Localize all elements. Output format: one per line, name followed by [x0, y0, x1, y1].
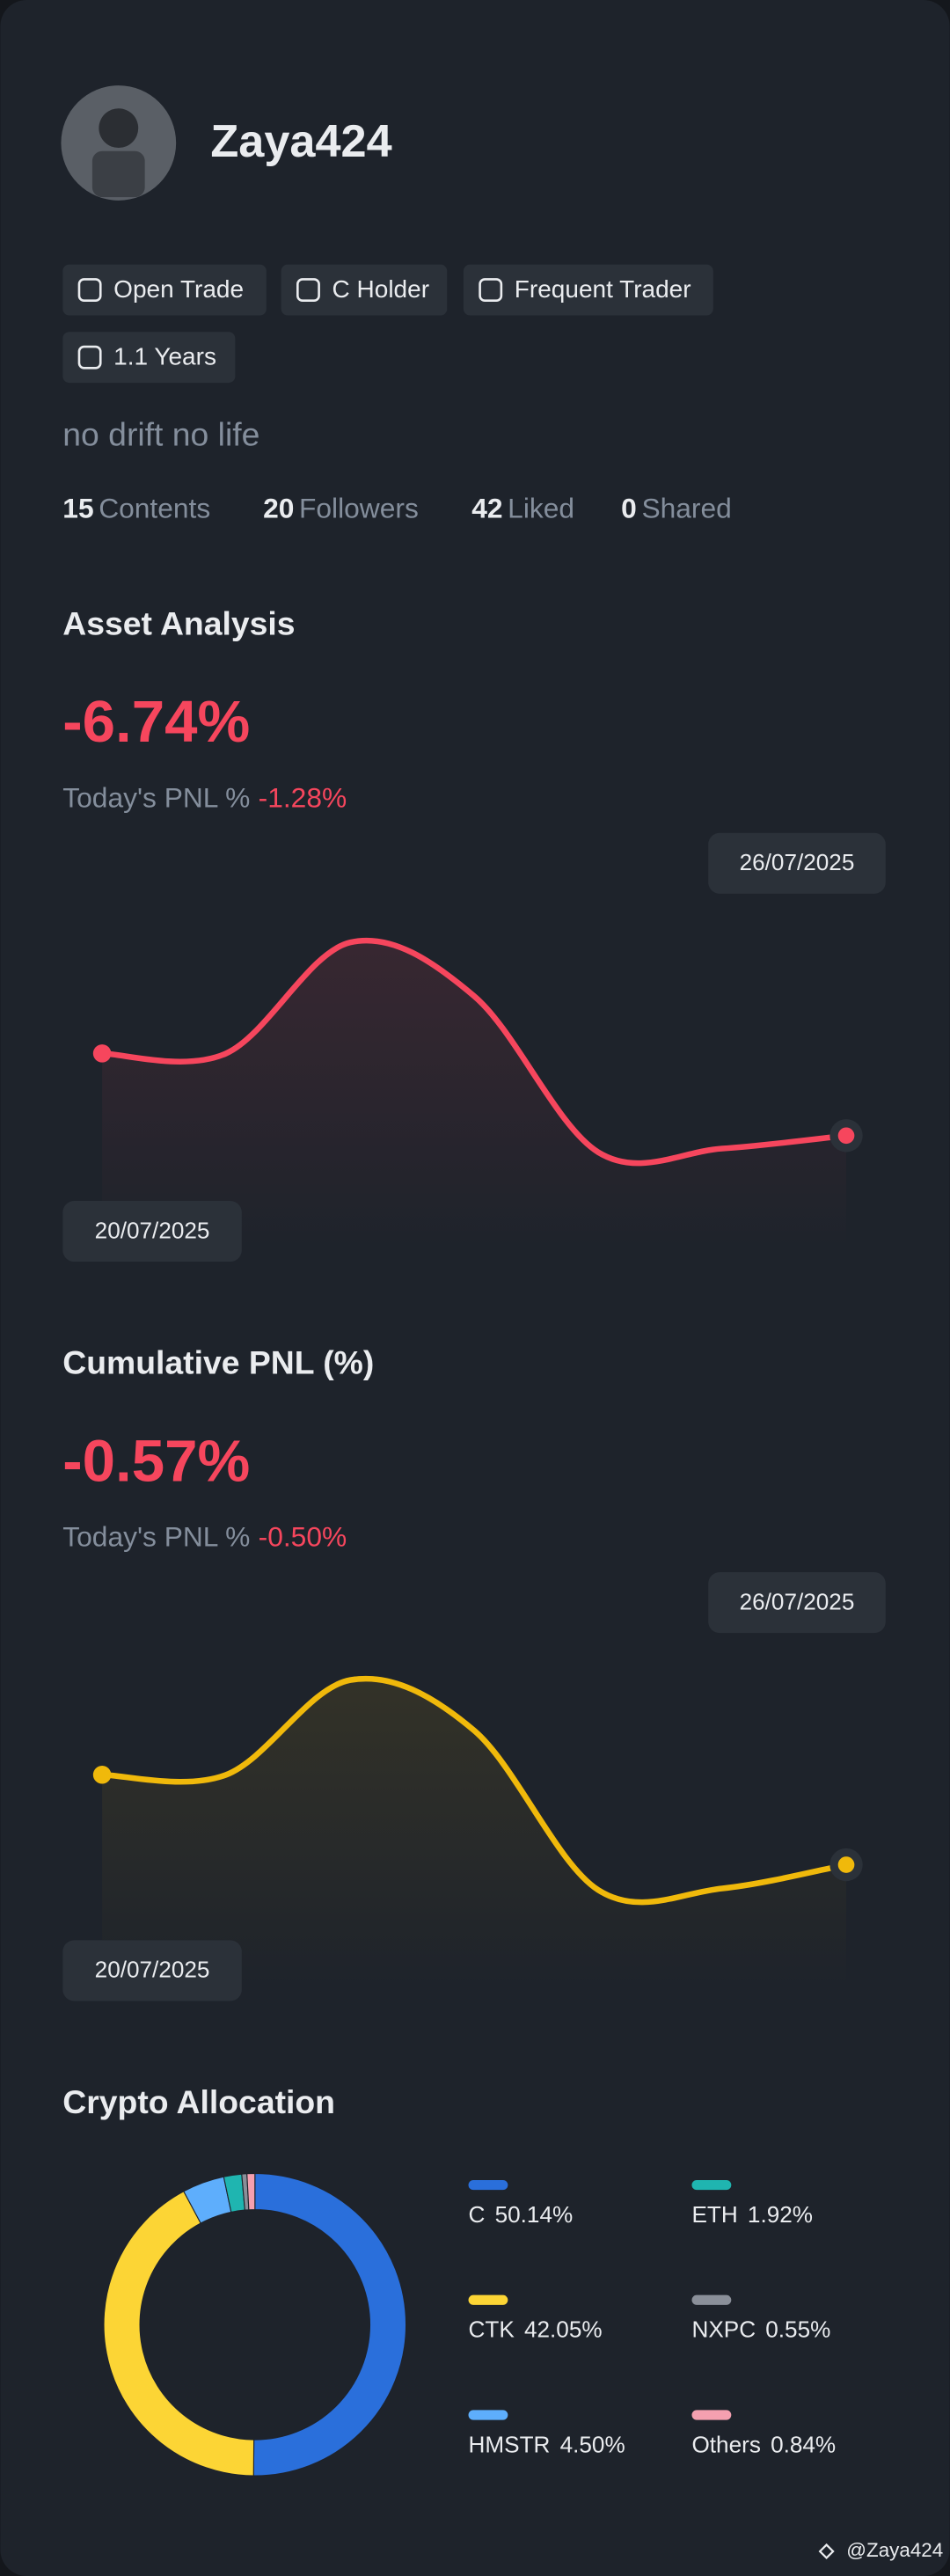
legend-entry: Others 0.84%	[691, 2431, 836, 2457]
date-label: 20/07/2025	[95, 1217, 210, 1243]
date-tooltip	[62, 1201, 242, 1262]
section-title: Asset Analysis	[62, 604, 295, 641]
area	[102, 940, 847, 1249]
tag-icon	[77, 278, 102, 303]
legend-swatch	[468, 2179, 508, 2191]
legend-entry: NXPC 0.55%	[691, 2316, 830, 2343]
user-name: Zaya424	[210, 116, 391, 167]
legend-name: ETH	[691, 2201, 737, 2228]
stat-label: Followers	[299, 493, 419, 524]
legend-swatch	[468, 2294, 508, 2305]
tag-chip	[281, 264, 448, 316]
legend-value: 0.55%	[765, 2316, 830, 2343]
legend-name: CTK	[469, 2316, 515, 2343]
stat-count: 15	[62, 493, 93, 524]
today-pnl: Today's PNL % -1.28%	[62, 782, 347, 814]
tag-icon	[77, 345, 102, 370]
tag-icon	[479, 278, 503, 303]
legend-entry: C 50.14%	[469, 2201, 574, 2228]
avatar-figure	[91, 150, 145, 198]
legend-name: HMSTR	[469, 2431, 551, 2457]
legend-value: 42.05%	[524, 2316, 603, 2343]
stat: 42 Liked	[471, 493, 574, 524]
stat-count: 42	[471, 493, 502, 524]
stat: 0 Shared	[621, 493, 732, 524]
date-tooltip	[62, 1940, 242, 2002]
legend-name: C	[469, 2201, 486, 2228]
today-pnl-label: Today's PNL %	[62, 1521, 250, 1553]
legend-value: 50.14%	[495, 2201, 574, 2228]
watermark: @Zaya424	[846, 2539, 943, 2561]
stat-count: 20	[263, 493, 294, 524]
avatar-figure	[99, 108, 139, 149]
area	[102, 1679, 847, 1988]
date-tooltip	[708, 832, 886, 894]
tag-icon	[296, 278, 320, 303]
legend-value: 0.84%	[771, 2431, 836, 2457]
tag-chip	[62, 264, 267, 316]
date-label: 26/07/2025	[740, 1588, 855, 1614]
end-dot	[837, 1856, 855, 1873]
legend-name: NXPC	[691, 2316, 756, 2343]
headline-value: -0.57%	[62, 1428, 250, 1494]
legend-swatch	[691, 2410, 732, 2420]
today-pnl-value: -1.28%	[259, 782, 347, 814]
donut-slice	[246, 2172, 256, 2211]
end-dot	[837, 1127, 855, 1145]
section-title: Cumulative PNL (%)	[62, 1344, 374, 1381]
headline-value: -6.74%	[62, 689, 250, 755]
tag-label: Frequent Trader	[515, 275, 691, 303]
tag-label: 1.1 Years	[113, 342, 216, 370]
tag-chip	[62, 332, 236, 384]
legend-entry: HMSTR 4.50%	[469, 2431, 625, 2457]
tag-label: Open Trade	[113, 275, 244, 303]
today-pnl-value: -0.50%	[259, 1521, 347, 1553]
date-tooltip	[708, 1572, 886, 1634]
stat: 15 Contents	[62, 493, 210, 524]
line	[99, 1675, 850, 1906]
bio: no drift no life	[62, 416, 259, 453]
legend-value: 1.92%	[748, 2201, 813, 2228]
tag-chip	[463, 264, 713, 316]
start-dot	[92, 1766, 112, 1784]
legend-entry: ETH 1.92%	[691, 2201, 813, 2228]
stat-label: Contents	[99, 493, 210, 524]
section-title: Crypto Allocation	[62, 2083, 335, 2120]
date-label: 26/07/2025	[740, 849, 855, 875]
legend-value: 4.50%	[560, 2431, 625, 2457]
legend-swatch	[691, 2179, 732, 2191]
legend-swatch	[468, 2410, 508, 2420]
legend-entry: CTK 42.05%	[469, 2316, 603, 2343]
start-dot	[92, 1044, 112, 1063]
stat-label: Shared	[641, 493, 731, 524]
today-pnl-label: Today's PNL %	[62, 782, 250, 814]
stat-count: 0	[621, 493, 637, 524]
watermark-logo	[818, 2543, 835, 2560]
today-pnl: Today's PNL % -0.50%	[62, 1521, 347, 1553]
date-label: 20/07/2025	[95, 1957, 210, 1983]
legend-swatch	[691, 2294, 732, 2305]
stat-label: Liked	[508, 493, 574, 524]
line	[99, 937, 850, 1167]
stat: 20 Followers	[263, 493, 419, 524]
tag-label: C Holder	[332, 275, 429, 303]
legend-name: Others	[691, 2431, 760, 2457]
donut-slice	[103, 2191, 255, 2477]
